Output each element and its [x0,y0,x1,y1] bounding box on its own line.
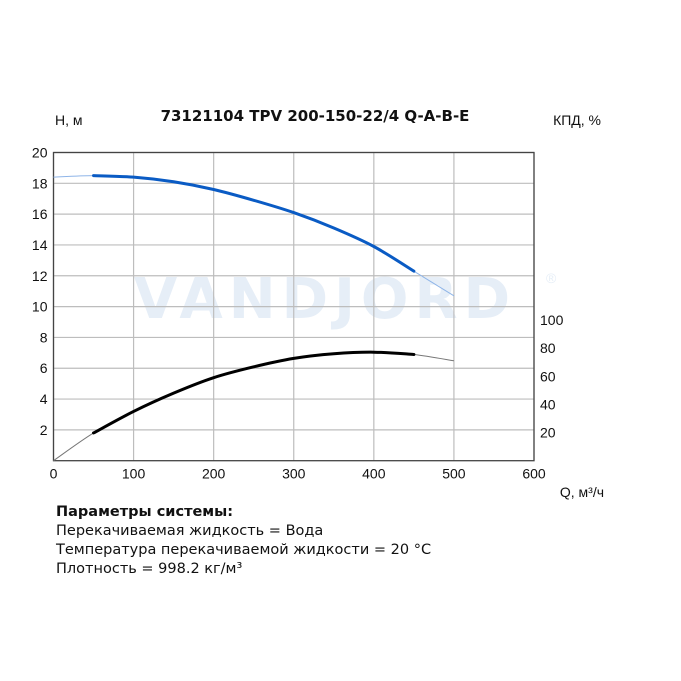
params-heading: Параметры системы: [56,504,234,520]
y-tick-label: 4 [40,391,48,407]
plot-frame [52,151,535,462]
chart-svg: VANDJORD ® 0 100 200 300 400 500 600 2 4 6 8 10 12 14… [32,107,604,500]
y-tick-label: 8 [40,329,48,345]
x-tick-label: 200 [202,466,226,482]
y-tick-label: 16 [32,206,48,222]
y2-tick-label: 80 [540,340,556,356]
registered-mark-icon: ® [546,270,557,286]
y-tick-label: 20 [32,145,48,161]
y-tick-label: 10 [32,299,48,315]
x-tick-label: 400 [362,466,386,482]
efficiency-curve [92,350,416,435]
x-axis-label: Q, м³/ч [560,484,604,500]
x-tick-label: 500 [442,466,466,482]
y2-tick-label: 60 [540,368,556,384]
y-tick-label: 12 [32,268,48,284]
param-line: Перекачиваемая жидкость = Вода [56,523,324,539]
x-tick-label: 600 [522,466,546,482]
y-tick-label: 14 [32,237,48,253]
head-curve [92,174,416,273]
y2-tick-label: 40 [540,396,556,412]
y-tick-label: 6 [40,360,48,376]
x-tick-label: 100 [122,466,146,482]
y2-tick-label: 100 [540,312,564,328]
y2-tick-label: 20 [540,425,556,441]
watermark-logo: VANDJORD [134,267,516,332]
chart-title: 73121104 TPV 200-150-22/4 Q-A-B-E [161,107,470,125]
param-line: Температура перекачиваемой жидкости = 20… [56,542,432,558]
y-axis-label: H, м [55,112,83,128]
x-tick-label: 0 [50,466,58,482]
y-tick-label: 18 [32,175,48,191]
system-parameters: Параметры системы: Перекачиваемая жидкос… [56,503,431,579]
param-line: Плотность = 998.2 кг/м³ [56,561,243,577]
y-tick-label: 2 [40,422,48,438]
y2-axis-label: КПД, % [553,112,601,128]
x-tick-label: 300 [282,466,306,482]
